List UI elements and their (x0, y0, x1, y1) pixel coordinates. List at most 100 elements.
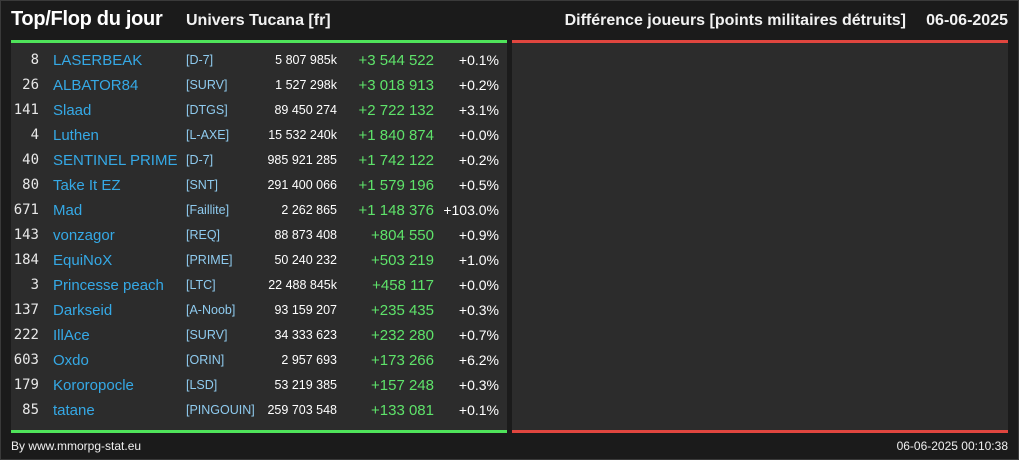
alliance-tag: [DTGS] (186, 103, 228, 117)
player-rank: 40 (22, 152, 39, 168)
universe-label: Univers Tucana [fr] (186, 12, 331, 29)
percent-change: +0.2% (458, 77, 499, 93)
metric-label: Différence joueurs [points militaires dé… (564, 12, 906, 29)
date-label: 06-06-2025 (926, 12, 1008, 29)
alliance-tag: [Faillite] (186, 203, 230, 217)
player-name-link[interactable]: ALBATOR84 (53, 77, 139, 94)
credit-link[interactable]: By www.mmorpg-stat.eu (11, 439, 142, 453)
points-difference: +232 280 (371, 327, 434, 344)
percent-change: +103.0% (443, 202, 499, 218)
player-rank: 603 (13, 352, 39, 368)
player-rank: 184 (13, 252, 39, 268)
percent-change: +0.9% (458, 227, 499, 243)
player-points: 1 527 298k (275, 78, 337, 92)
player-rank: 3 (30, 277, 39, 293)
player-name-link[interactable]: vonzagor (53, 227, 115, 244)
player-points: 34 333 623 (274, 328, 337, 342)
player-rank: 222 (13, 327, 39, 343)
percent-change: +1.0% (458, 252, 499, 268)
player-rank: 143 (13, 227, 39, 243)
player-rank: 85 (22, 402, 39, 418)
player-rank: 671 (13, 202, 39, 218)
player-name-link[interactable]: Mad (53, 202, 83, 219)
percent-change: +0.3% (458, 302, 499, 318)
player-name-link[interactable]: IllAce (53, 327, 90, 344)
player-name-link[interactable]: Darkseid (53, 302, 113, 319)
alliance-tag: [SNT] (186, 178, 218, 192)
percent-change: +0.2% (458, 152, 499, 168)
table-row: 3 Princesse peach [LTC] 22 488 845k +458 117… (11, 273, 507, 298)
table-row: 222 IllAce [SURV] 34 333 623 +232 280 +0.7% (11, 323, 507, 348)
player-points: 89 450 274 (274, 103, 337, 117)
alliance-tag: [LTC] (186, 278, 216, 292)
points-difference: +1 742 122 (358, 152, 435, 169)
table-row: 143 vonzagor [REQ] 88 873 408 +804 550 +0.9% (11, 223, 507, 248)
points-difference: +2 722 132 (358, 102, 435, 119)
alliance-tag: [PINGOUIN] (186, 403, 255, 417)
player-name-link[interactable]: Kororopocle (53, 377, 134, 394)
player-points: 2 957 693 (281, 353, 337, 367)
table-row: 26 ALBATOR84 [SURV] 1 527 298k +3 018 913 +0.… (11, 73, 507, 98)
table-row: 179 Kororopocle [LSD] 53 219 385 +157 248 +0.… (11, 373, 507, 398)
percent-change: +0.7% (458, 327, 499, 343)
points-difference: +235 435 (371, 302, 434, 319)
player-points: 15 532 240k (268, 128, 337, 142)
table-row: 8 LASERBEAK [D-7] 5 807 985k +3 544 522 +0.1% (11, 48, 507, 73)
alliance-tag: [PRIME] (186, 253, 233, 267)
alliance-tag: [LSD] (186, 378, 218, 392)
alliance-tag: [L-AXE] (186, 128, 230, 142)
alliance-tag: [ORIN] (186, 353, 225, 367)
player-name-link[interactable]: Luthen (53, 127, 99, 144)
player-name-link[interactable]: LASERBEAK (53, 52, 143, 69)
player-points: 53 219 385 (274, 378, 337, 392)
player-points: 259 703 548 (267, 403, 337, 417)
player-points: 5 807 985k (275, 53, 337, 67)
player-rank: 141 (13, 102, 39, 118)
player-name-link[interactable]: Take It EZ (53, 177, 121, 194)
table-row: 603 Oxdo [ORIN] 2 957 693 +173 266 +6.2% (11, 348, 507, 373)
points-difference: +3 018 913 (358, 77, 435, 94)
player-points: 50 240 232 (274, 253, 337, 267)
player-points: 93 159 207 (274, 303, 337, 317)
table-row: 141 Slaad [DTGS] 89 450 274 +2 722 132 +3.1% (11, 98, 507, 123)
player-rank: 8 (30, 52, 39, 68)
player-name-link[interactable]: tatane (53, 402, 95, 419)
update-timestamp: 06-06-2025 00:10:38 (896, 439, 1008, 453)
alliance-tag: [D-7] (186, 53, 214, 67)
points-difference: +458 117 (372, 277, 434, 294)
points-difference: +133 081 (371, 402, 434, 419)
alliance-tag: [D-7] (186, 153, 214, 167)
points-difference: +1 840 874 (358, 127, 435, 144)
player-rank: 80 (22, 177, 39, 193)
table-row: 184 EquiNoX [PRIME] 50 240 232 +503 219 +1.0% (11, 248, 507, 273)
player-points: 22 488 845k (268, 278, 337, 292)
player-rank: 26 (22, 77, 39, 93)
table-row: 4 Luthen [L-AXE] 15 532 240k +1 840 874 +0.0% (11, 123, 507, 148)
alliance-tag: [A-Noob] (186, 303, 236, 317)
player-rank: 4 (30, 127, 39, 143)
table-row: 80 Take It EZ [SNT] 291 400 066 +1 579 196 +0… (11, 173, 507, 198)
player-name-link[interactable]: Slaad (53, 102, 92, 119)
header: Top/Flop du jour Univers Tucana [fr] Dif… (0, 0, 1019, 40)
player-name-link[interactable]: EquiNoX (53, 252, 113, 269)
player-name-link[interactable]: Oxdo (53, 352, 89, 369)
player-name-link[interactable]: Princesse peach (53, 277, 164, 294)
percent-change: +0.5% (458, 177, 499, 193)
percent-change: +0.0% (458, 127, 499, 143)
alliance-tag: [SURV] (186, 328, 228, 342)
points-difference: +157 248 (371, 377, 434, 394)
player-points: 2 262 865 (281, 203, 337, 217)
points-difference: +1 579 196 (358, 177, 435, 194)
alliance-tag: [SURV] (186, 78, 228, 92)
player-rank: 137 (13, 302, 39, 318)
percent-change: +0.1% (458, 402, 499, 418)
percent-change: +3.1% (458, 102, 499, 118)
percent-change: +6.2% (458, 352, 499, 368)
player-name-link[interactable]: SENTINEL PRIME (53, 152, 178, 169)
percent-change: +0.1% (458, 52, 499, 68)
percent-change: +0.0% (458, 277, 499, 293)
points-difference: +503 219 (371, 252, 434, 269)
player-points: 291 400 066 (267, 178, 337, 192)
table-row: 85 tatane [PINGOUIN] 259 703 548 +133 081 +0.… (11, 398, 507, 423)
table-row: 137 Darkseid [A-Noob] 93 159 207 +235 435 +0.… (11, 298, 507, 323)
